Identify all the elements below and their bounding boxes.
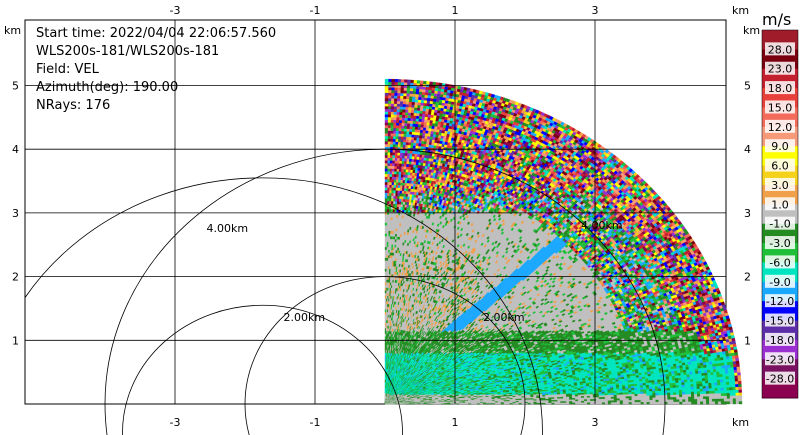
velocity-sector bbox=[384, 78, 743, 405]
sector-cell bbox=[384, 357, 386, 361]
sector-cell bbox=[384, 336, 386, 340]
sector-cell bbox=[384, 355, 386, 359]
sector-cell bbox=[384, 352, 386, 356]
sector-cell bbox=[384, 330, 386, 334]
sector-cell bbox=[384, 344, 386, 348]
sector-cell bbox=[384, 328, 386, 332]
sector-cell bbox=[384, 349, 386, 353]
sector-cell bbox=[384, 333, 386, 337]
sector-cell bbox=[384, 346, 386, 351]
sector-cell bbox=[384, 341, 386, 345]
